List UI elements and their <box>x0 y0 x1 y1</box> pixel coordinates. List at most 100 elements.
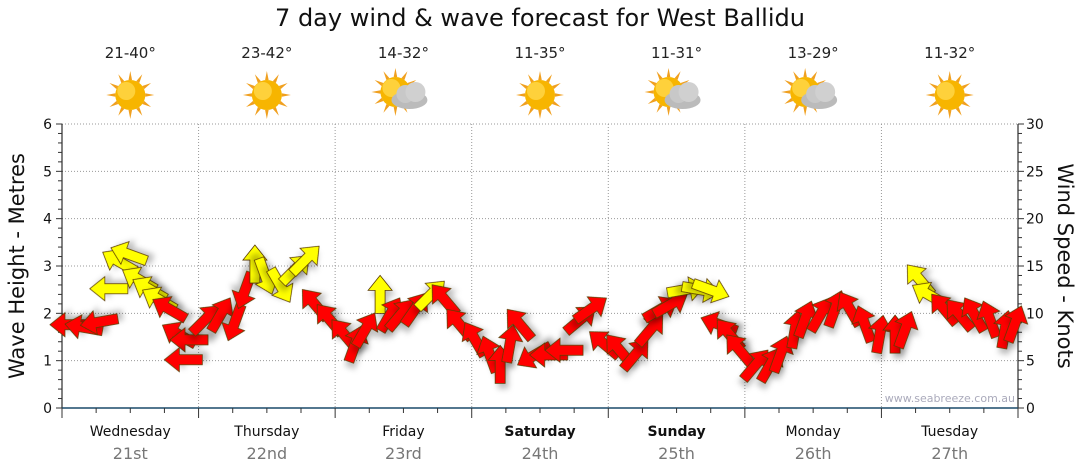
day-name: Tuesday <box>920 424 978 440</box>
sun-ray <box>545 74 552 84</box>
wind-arrow <box>242 244 268 284</box>
day-temperature: 11-31° <box>651 44 702 62</box>
left-tick-label: 0 <box>43 401 52 417</box>
right-tick-label: 0 <box>1026 401 1035 417</box>
sun-ray <box>528 106 535 116</box>
sun-ray <box>955 74 962 84</box>
watermark: www.seabreeze.com.au <box>885 392 1015 405</box>
day-name: Wednesday <box>90 424 171 440</box>
sun-ray <box>947 109 952 119</box>
sun-highlight <box>655 79 674 97</box>
sun-ray <box>793 71 800 81</box>
left-tick-label: 4 <box>43 212 52 228</box>
wind-arrow <box>976 300 1002 340</box>
day-name: Friday <box>382 424 424 440</box>
sun-ray <box>647 97 657 104</box>
left-axis-label: Wave Height - Metres <box>5 153 29 379</box>
sun-ray <box>538 71 542 81</box>
sun-ray <box>393 68 398 78</box>
sun-highlight <box>936 82 955 100</box>
sun-ray <box>925 93 935 97</box>
sun-ray <box>928 100 938 107</box>
wind-arrow <box>169 327 209 353</box>
sun-ray <box>383 103 390 113</box>
wind-arrow <box>893 310 919 350</box>
wind-arrow <box>350 312 379 350</box>
sun-ray <box>278 100 288 107</box>
day-temperature: 21-40° <box>105 44 156 62</box>
day-date: 21st <box>113 444 148 463</box>
sun-ray <box>136 106 143 116</box>
day-temperature: 23-42° <box>241 44 292 62</box>
sun-ray <box>281 93 291 97</box>
sun-ray <box>519 100 529 107</box>
day-temperature: 13-29° <box>788 44 839 62</box>
day-name: Monday <box>786 424 841 440</box>
wind-arrow <box>152 296 189 324</box>
sun-ray <box>254 74 261 84</box>
sun-highlight <box>792 79 811 97</box>
day-date: 27th <box>931 444 968 463</box>
sun-highlight <box>253 82 272 100</box>
sun-ray <box>142 100 152 107</box>
sun-ray <box>781 90 791 94</box>
day-date: 22nd <box>247 444 288 463</box>
sun-ray <box>644 90 654 94</box>
sun-ray <box>128 71 133 81</box>
sun-ray <box>118 106 125 116</box>
sun-ray <box>551 83 561 90</box>
wind-arrow <box>691 278 730 304</box>
sun-ray <box>383 71 390 81</box>
right-tick-label: 5 <box>1026 354 1035 370</box>
sun-ray <box>374 97 384 104</box>
sun-ray <box>109 83 119 90</box>
day-date: 24th <box>522 444 559 463</box>
right-tick-label: 20 <box>1026 212 1044 228</box>
left-tick-label: 1 <box>43 354 52 370</box>
sun-ray <box>246 100 255 107</box>
sun-ray <box>371 90 381 94</box>
cloud-part <box>678 82 699 102</box>
partly-cloudy-icon <box>644 68 701 116</box>
sun-icon <box>516 71 564 119</box>
sun-ray <box>803 68 807 78</box>
sun-ray <box>964 93 974 97</box>
day-date: 25th <box>658 444 695 463</box>
day-name: Thursday <box>233 424 299 440</box>
day-temperature: 14-32° <box>378 44 429 62</box>
right-tick-label: 10 <box>1026 306 1044 322</box>
sun-ray <box>265 109 269 119</box>
sun-ray <box>793 103 800 113</box>
sun-ray <box>928 83 938 90</box>
sun-ray <box>551 100 561 107</box>
sun-ray <box>811 71 818 81</box>
sun-ray <box>955 106 962 116</box>
sun-ray <box>784 97 794 104</box>
sun-icon <box>106 71 155 119</box>
sun-ray <box>142 83 152 90</box>
sun-ray <box>937 74 944 84</box>
chart-title: 7 day wind & wave forecast for West Ball… <box>275 4 805 32</box>
wind-arrow <box>506 308 537 343</box>
sun-ray <box>265 71 269 81</box>
right-tick-label: 30 <box>1026 117 1044 133</box>
sun-highlight <box>117 82 136 100</box>
day-temperature: 11-35° <box>514 44 565 62</box>
wind-arrow <box>110 241 149 267</box>
partly-cloudy-icon <box>371 68 428 116</box>
sun-ray <box>242 93 252 97</box>
wind-arrow <box>163 346 203 373</box>
wind-arrow <box>1003 305 1029 344</box>
sun-ray <box>674 71 681 81</box>
sun-ray <box>784 80 794 87</box>
sun-ray <box>647 80 657 87</box>
sun-ray <box>272 74 279 84</box>
sun-ray <box>246 83 255 90</box>
sun-icon <box>242 71 291 119</box>
right-axis-label: Wind Speed - Knots <box>1053 163 1077 368</box>
wind-arrow <box>931 293 961 328</box>
day-date: 26th <box>795 444 832 463</box>
wind-arrow <box>367 274 393 314</box>
